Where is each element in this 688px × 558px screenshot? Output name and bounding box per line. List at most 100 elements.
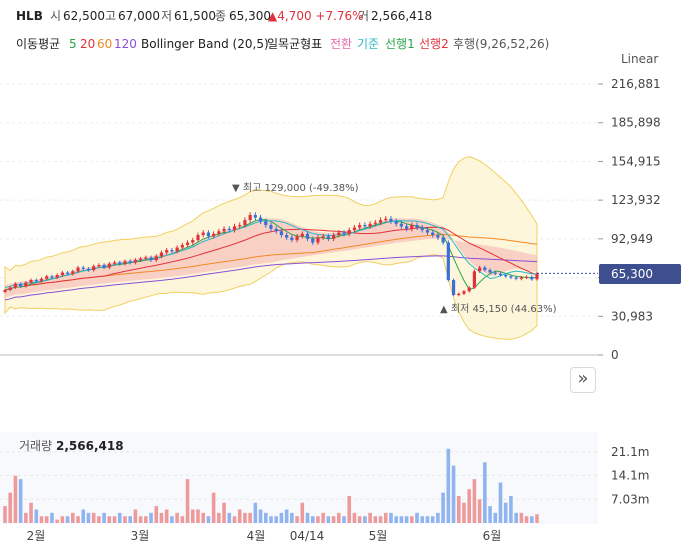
volume-bar bbox=[378, 516, 383, 523]
volume-bar bbox=[269, 516, 273, 523]
candle-body bbox=[420, 227, 424, 231]
candle-body bbox=[97, 265, 101, 267]
candle-body bbox=[504, 275, 508, 277]
candle-body bbox=[185, 242, 190, 246]
volume-bar bbox=[138, 516, 143, 523]
candle-body bbox=[311, 238, 315, 243]
volume-bar bbox=[86, 512, 91, 523]
candle-body bbox=[483, 267, 487, 271]
volume-value: 2,566,418 bbox=[371, 9, 433, 23]
volume-bar bbox=[321, 512, 325, 523]
volume-bar bbox=[389, 512, 393, 523]
y-tick-label: 185,898 bbox=[611, 116, 661, 130]
candle-body bbox=[399, 223, 403, 227]
volume-bar bbox=[206, 516, 211, 523]
volume-bar bbox=[149, 512, 153, 523]
volume-bar bbox=[253, 502, 258, 523]
bollinger-legend[interactable]: Bollinger Band (20,5) bbox=[141, 37, 269, 51]
volume-panel-value: 2,566,418 bbox=[56, 439, 124, 453]
senkou2-legend: 선행2 bbox=[419, 37, 449, 51]
volume-bar bbox=[472, 479, 477, 523]
volume-bar bbox=[112, 516, 117, 523]
volume-bar bbox=[284, 509, 289, 523]
volume-bar bbox=[55, 519, 59, 523]
volume-bar bbox=[503, 502, 508, 523]
volume-bar bbox=[415, 512, 419, 523]
candle-body bbox=[3, 290, 7, 292]
low-value: 61,500 bbox=[174, 9, 216, 23]
candle-body bbox=[472, 271, 477, 288]
candle-body bbox=[415, 225, 419, 228]
candle-body bbox=[196, 235, 200, 241]
candle-body bbox=[279, 231, 284, 236]
candle-body bbox=[488, 270, 492, 273]
candle-body bbox=[248, 215, 252, 221]
candle-body bbox=[133, 260, 137, 263]
volume-bar bbox=[279, 512, 284, 523]
candle-body bbox=[331, 235, 336, 239]
ichimoku-legend-label[interactable]: 일목균형표 bbox=[267, 37, 323, 51]
volume-bar bbox=[493, 512, 498, 523]
candle-body bbox=[154, 256, 158, 261]
candle-body bbox=[425, 230, 430, 233]
candle-body bbox=[467, 287, 471, 292]
x-tick-label: 3월 bbox=[131, 529, 150, 543]
close-value: 65,300 bbox=[229, 9, 271, 23]
candle-body bbox=[139, 258, 143, 261]
candle-body bbox=[300, 233, 304, 237]
low-label: 저 bbox=[161, 9, 173, 23]
volume-bar bbox=[44, 516, 49, 523]
volume-bar bbox=[316, 516, 320, 523]
candle-body bbox=[24, 282, 28, 287]
x-tick-label: 5월 bbox=[369, 529, 388, 543]
volume-bar bbox=[295, 516, 299, 523]
candle-body bbox=[368, 223, 372, 227]
volume-bar bbox=[310, 516, 315, 523]
ma5-legend: 5 bbox=[69, 37, 77, 51]
candle-body bbox=[530, 276, 534, 280]
volume-bar bbox=[133, 509, 138, 523]
ma60-legend: 60 bbox=[97, 37, 113, 51]
candle-body bbox=[175, 247, 179, 252]
high-annotation: ▼ 최고 129,000 (-49.38%) bbox=[232, 182, 359, 194]
candle-body bbox=[373, 222, 377, 224]
double-chevron-right-icon: » bbox=[577, 368, 589, 389]
candle-body bbox=[285, 235, 289, 238]
open-value: 62,500 bbox=[63, 9, 105, 23]
volume-bar bbox=[274, 516, 279, 523]
volume-bar bbox=[237, 509, 242, 523]
candle-body bbox=[441, 237, 445, 243]
y-tick-label: 216,881 bbox=[611, 77, 661, 91]
scale-toggle[interactable]: Linear bbox=[621, 52, 659, 66]
candle-body bbox=[305, 233, 310, 239]
volume-bar bbox=[363, 516, 367, 523]
candle-body bbox=[451, 280, 456, 296]
volume-bar bbox=[446, 448, 451, 523]
candle-body bbox=[378, 220, 383, 223]
volume-bar bbox=[8, 492, 13, 523]
candle-body bbox=[81, 267, 85, 269]
candle-body bbox=[144, 257, 148, 259]
volume-bar bbox=[368, 512, 372, 523]
volume-bar bbox=[185, 479, 190, 523]
candle-body bbox=[107, 263, 111, 268]
candle-body bbox=[71, 271, 75, 274]
volume-bar bbox=[441, 492, 445, 523]
volume-bar bbox=[430, 516, 435, 523]
candle-body bbox=[457, 293, 461, 296]
candle-body bbox=[149, 257, 153, 261]
volume-bar bbox=[529, 516, 534, 523]
volume-bar bbox=[211, 492, 216, 523]
ma-legend-label[interactable]: 이동평균 bbox=[16, 37, 61, 51]
volume-bar bbox=[258, 509, 263, 523]
candle-body bbox=[222, 228, 226, 232]
candle-body bbox=[232, 226, 237, 231]
expand-chart-button[interactable]: » bbox=[570, 367, 596, 393]
volume-panel-bg bbox=[0, 432, 598, 524]
volume-bar bbox=[451, 465, 456, 523]
volume-bar bbox=[462, 502, 466, 523]
volume-bar bbox=[50, 512, 54, 523]
candle-body bbox=[29, 280, 33, 283]
candle-body bbox=[253, 215, 257, 218]
